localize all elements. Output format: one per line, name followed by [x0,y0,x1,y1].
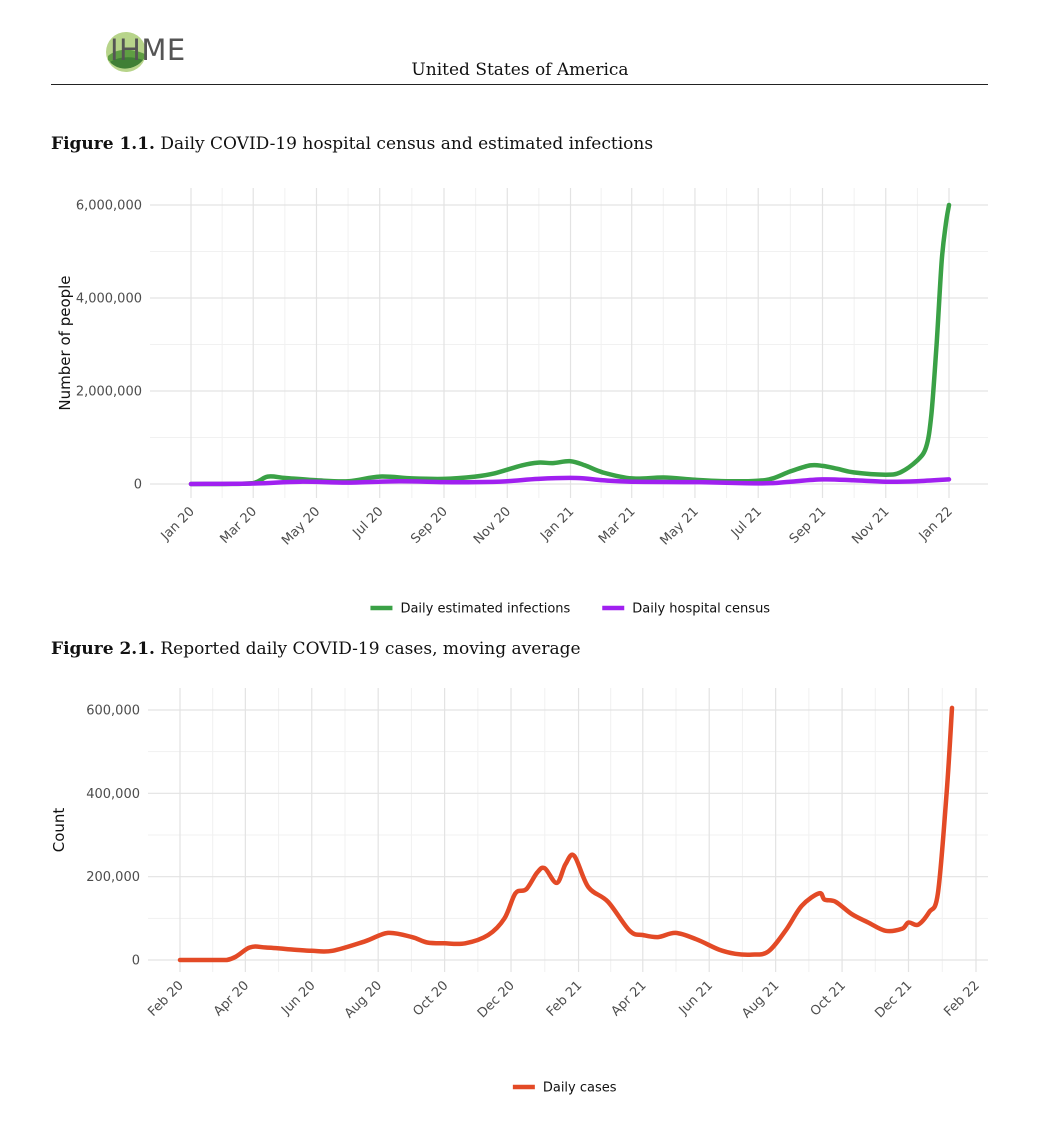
legend-label-daily-hospital-census: Daily hospital census [632,602,770,617]
x-tick-label: Aug 20 [342,978,385,1021]
x-tick-label: Sep 21 [787,504,830,547]
x-tick-label: Jul 21 [728,504,765,541]
y-tick-label: 4,000,000 [76,292,142,307]
figure-2-title: Reported daily COVID-19 cases, moving av… [160,639,581,659]
y-axis-label: Number of people [56,275,74,410]
y-axis-label: Count [50,808,68,853]
figure-1-number: Figure 1.1. [51,134,155,154]
y-tick-label: 6,000,000 [76,199,142,214]
page-title: United States of America [411,60,629,80]
x-tick-label: Jan 22 [916,504,956,544]
x-tick-label: Jun 20 [278,978,318,1018]
header-divider [51,84,988,85]
plot-area: 0 2,000,000 4,000,000 6,000,000 Jan 20 Mar 20… [56,188,988,548]
figure-1-caption: Figure 1.1. Daily COVID-19 hospital cens… [51,134,653,154]
x-tick-label: Feb 20 [145,978,187,1020]
x-tick-label: Mar 21 [596,504,639,547]
figure-2-number: Figure 2.1. [51,639,155,659]
x-tick-label: Apr 21 [608,978,649,1019]
chart-hospital-census-infections: 0 2,000,000 4,000,000 6,000,000 Jan 20 Mar 20… [56,188,988,617]
y-tick-label: 0 [132,954,140,969]
x-tick-label: Feb 22 [941,978,983,1020]
legend: Daily estimated infections Daily hospital… [370,602,770,617]
x-tick-label: Oct 20 [410,978,451,1019]
x-tick-label: Jun 21 [676,978,716,1018]
x-tick-label: Aug 21 [739,978,782,1021]
x-tick-label: May 20 [279,504,323,548]
x-tick-label: Mar 20 [217,504,260,547]
x-tick-label: Jan 20 [158,504,198,544]
legend: Daily cases [512,1081,617,1096]
x-tick-label: Sep 20 [408,504,451,547]
chart-daily-cases: 0 200,000 400,000 600,000 Feb 20 Apr 20 Jun 20… [50,688,988,1096]
logo-text: IHME [110,33,186,67]
legend-label-daily-estimated-infections: Daily estimated infections [400,602,570,617]
ihme-logo [106,32,146,72]
x-tick-label: Feb 21 [544,978,586,1020]
y-tick-label: 0 [134,478,142,493]
series-line-daily-hospital-census [188,475,952,487]
series-line-daily-cases [177,705,955,963]
x-tick-label: Dec 21 [872,978,915,1021]
y-tick-label: 2,000,000 [76,385,142,400]
x-tick-label: Oct 21 [808,978,849,1019]
x-tick-label: Nov 21 [849,504,892,547]
y-tick-label: 400,000 [86,787,140,802]
x-tick-label: May 21 [658,504,702,548]
plot-area: 0 200,000 400,000 600,000 Feb 20 Apr 20 Jun 20… [50,688,988,1021]
figure-1-title: Daily COVID-19 hospital census and estim… [160,134,654,154]
x-tick-label: Jul 20 [350,504,387,541]
figure-2-caption: Figure 2.1. Reported daily COVID-19 case… [51,639,581,659]
y-tick-label: 200,000 [86,870,140,885]
x-tick-label: Apr 20 [211,978,252,1019]
y-tick-label: 600,000 [86,704,140,719]
legend-label-daily-cases: Daily cases [543,1081,617,1096]
x-tick-label: Nov 20 [471,504,514,547]
x-tick-label: Dec 20 [475,978,518,1021]
x-tick-label: Jan 21 [537,504,577,544]
